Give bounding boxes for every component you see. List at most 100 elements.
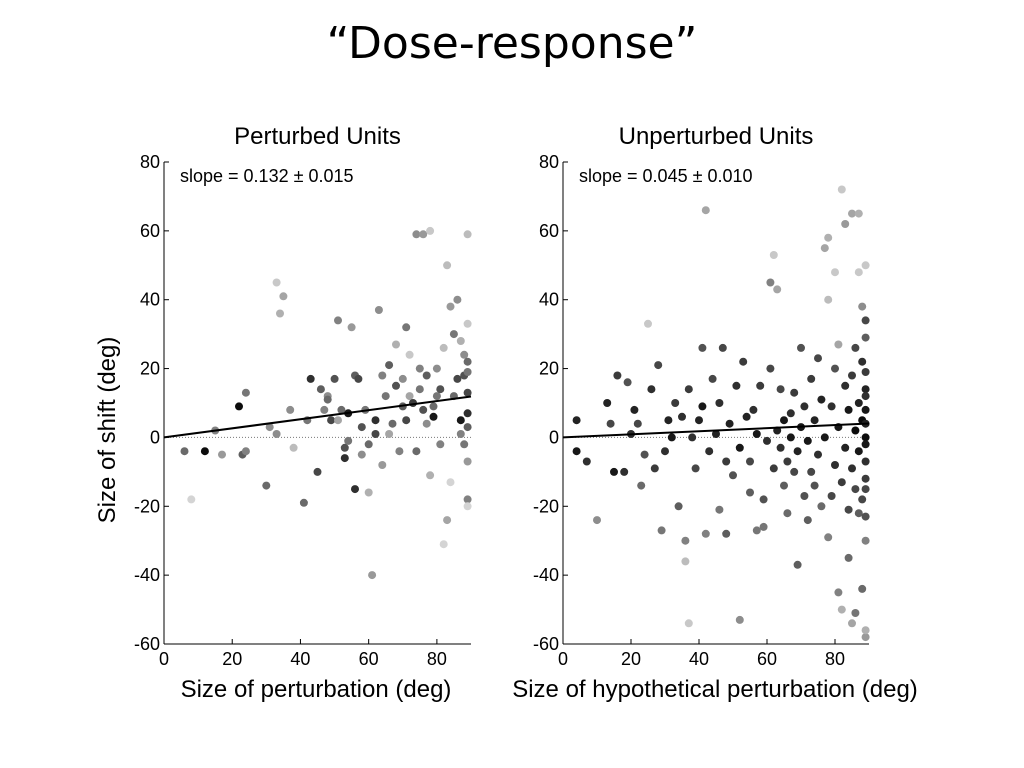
right-data-point bbox=[831, 461, 839, 469]
left-data-point bbox=[446, 302, 455, 311]
right-data-point bbox=[705, 447, 714, 456]
right-x-tick-label: 80 bbox=[825, 649, 845, 669]
right-data-point bbox=[701, 529, 710, 538]
left-data-point bbox=[323, 395, 332, 404]
left-data-point bbox=[439, 540, 448, 549]
left-data-point bbox=[402, 323, 411, 332]
right-data-point bbox=[837, 478, 846, 487]
right-data-point bbox=[844, 505, 853, 514]
right-data-point bbox=[800, 402, 809, 411]
right-data-point bbox=[593, 516, 601, 525]
right-x-axis-label: Size of hypothetical perturbation (deg) bbox=[512, 676, 918, 703]
left-data-point bbox=[364, 488, 373, 497]
left-y-tick-label: 80 bbox=[140, 152, 160, 172]
right-data-point bbox=[851, 343, 860, 352]
right-data-point bbox=[725, 419, 734, 428]
right-data-point bbox=[814, 450, 822, 459]
left-data-point bbox=[187, 495, 196, 504]
right-chart: Unperturbed Units -60 -40 -20 0 20 40 60 80 0 20 40… bbox=[533, 123, 870, 669]
left-data-point bbox=[320, 405, 329, 414]
right-data-point bbox=[780, 481, 788, 490]
right-data-point bbox=[790, 467, 799, 476]
right-x-tick-label: 20 bbox=[621, 649, 641, 669]
left-x-tick-label: 0 bbox=[159, 649, 169, 669]
left-data-point bbox=[460, 440, 469, 449]
left-data-point bbox=[354, 374, 363, 383]
right-data-point bbox=[786, 433, 795, 442]
left-data-point bbox=[357, 450, 366, 459]
right-data-point bbox=[722, 529, 731, 538]
right-data-point bbox=[715, 399, 724, 407]
right-data-point bbox=[776, 443, 785, 452]
left-y-tick-label: -20 bbox=[134, 496, 160, 516]
right-data-point bbox=[766, 364, 775, 373]
right-data-point bbox=[844, 553, 853, 562]
right-data-point bbox=[681, 536, 690, 545]
left-y-tick-label: -60 bbox=[134, 634, 160, 654]
right-data-point bbox=[837, 605, 846, 614]
left-x-tick-label: 80 bbox=[427, 649, 447, 669]
left-data-point bbox=[385, 430, 394, 438]
right-data-point bbox=[572, 416, 581, 425]
right-data-point bbox=[848, 209, 856, 218]
left-data-point bbox=[463, 423, 472, 432]
left-data-point bbox=[340, 443, 349, 452]
left-x-tick-label: 60 bbox=[359, 649, 379, 669]
right-data-point bbox=[610, 467, 618, 476]
left-data-point bbox=[422, 371, 431, 380]
left-data-point bbox=[337, 405, 346, 414]
right-y-tick-label: -20 bbox=[533, 496, 559, 516]
right-data-point bbox=[803, 516, 812, 525]
right-data-point bbox=[831, 364, 839, 373]
left-data-point bbox=[429, 402, 438, 411]
right-data-point bbox=[851, 426, 860, 435]
left-data-point bbox=[368, 571, 377, 580]
right-y-tick-label: 20 bbox=[539, 359, 559, 379]
right-data-point bbox=[637, 481, 646, 490]
right-data-point bbox=[861, 474, 870, 483]
left-data-point bbox=[180, 447, 189, 456]
right-data-point bbox=[769, 251, 778, 259]
right-data-point bbox=[681, 557, 690, 566]
left-data-point bbox=[388, 419, 397, 428]
left-fit-line bbox=[163, 395, 472, 439]
right-data-point bbox=[786, 409, 795, 418]
right-data-point bbox=[861, 261, 870, 270]
right-data-point bbox=[810, 481, 819, 490]
left-y-tick-label: 0 bbox=[150, 427, 160, 447]
right-data-point bbox=[715, 505, 724, 514]
left-data-point bbox=[235, 402, 243, 411]
right-data-point bbox=[766, 278, 775, 287]
left-data-point bbox=[357, 423, 366, 432]
right-y-tick-label: 60 bbox=[539, 221, 559, 241]
left-data-point bbox=[463, 495, 472, 504]
right-data-point bbox=[854, 268, 863, 277]
right-data-point bbox=[831, 268, 839, 277]
left-y-tick-label: 60 bbox=[140, 221, 160, 241]
left-data-point bbox=[449, 330, 458, 339]
right-data-point bbox=[749, 405, 758, 414]
left-data-point bbox=[432, 364, 441, 373]
right-data-point bbox=[851, 609, 860, 617]
left-data-point bbox=[289, 443, 298, 452]
right-data-point bbox=[769, 464, 778, 473]
right-data-point bbox=[797, 343, 805, 352]
right-data-point bbox=[861, 333, 870, 342]
left-x-tick-label: 40 bbox=[290, 649, 310, 669]
right-data-point bbox=[783, 509, 792, 518]
right-data-point bbox=[756, 381, 765, 390]
left-chart-title: Perturbed Units bbox=[234, 123, 401, 150]
right-data-point bbox=[790, 388, 799, 397]
right-data-point bbox=[752, 526, 761, 535]
right-data-point bbox=[854, 447, 863, 456]
right-data-point bbox=[729, 471, 737, 480]
right-data-point bbox=[664, 416, 673, 425]
right-data-point bbox=[858, 357, 867, 366]
right-x-tick-label: 0 bbox=[558, 649, 568, 669]
left-data-point bbox=[371, 416, 380, 425]
right-data-point bbox=[861, 626, 870, 635]
right-data-point bbox=[698, 343, 707, 352]
right-data-point bbox=[644, 319, 652, 328]
left-data-point bbox=[330, 374, 339, 383]
right-data-point bbox=[824, 533, 833, 542]
